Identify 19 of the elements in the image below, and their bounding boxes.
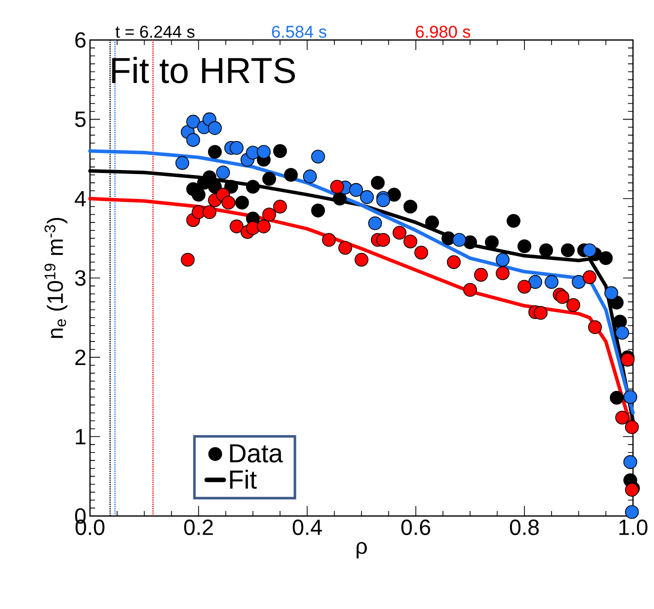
y-tick-label: 2 bbox=[75, 350, 86, 366]
y-tick-label: 1 bbox=[76, 429, 86, 444]
annotation: Fit to HRTS bbox=[112, 56, 295, 84]
legend-label: Data bbox=[230, 444, 283, 462]
x-tick-label: 0.4 bbox=[292, 520, 322, 536]
x-tick-label: 0.2 bbox=[184, 520, 213, 536]
y-tick-label: 5 bbox=[75, 112, 86, 128]
y-tick-label: 6 bbox=[75, 32, 86, 48]
x-tick-label: 0.8 bbox=[510, 520, 539, 536]
text: 6.980 s bbox=[416, 26, 470, 38]
x-axis-title: ρ bbox=[356, 542, 367, 558]
text: 6.584 s bbox=[272, 26, 326, 38]
legend-label: Fit bbox=[230, 470, 257, 489]
y-axis-title: n$_{e}$ (10$^{19}$ m$^{-3}$) bbox=[44, 218, 68, 338]
x-tick-label: 0.6 bbox=[401, 520, 430, 536]
x-tick-label: 1.0 bbox=[619, 520, 648, 536]
text: t = 6.244 s bbox=[115, 26, 194, 38]
y-tick-label: 4 bbox=[74, 191, 86, 206]
y-tick-label: 3 bbox=[75, 270, 86, 286]
